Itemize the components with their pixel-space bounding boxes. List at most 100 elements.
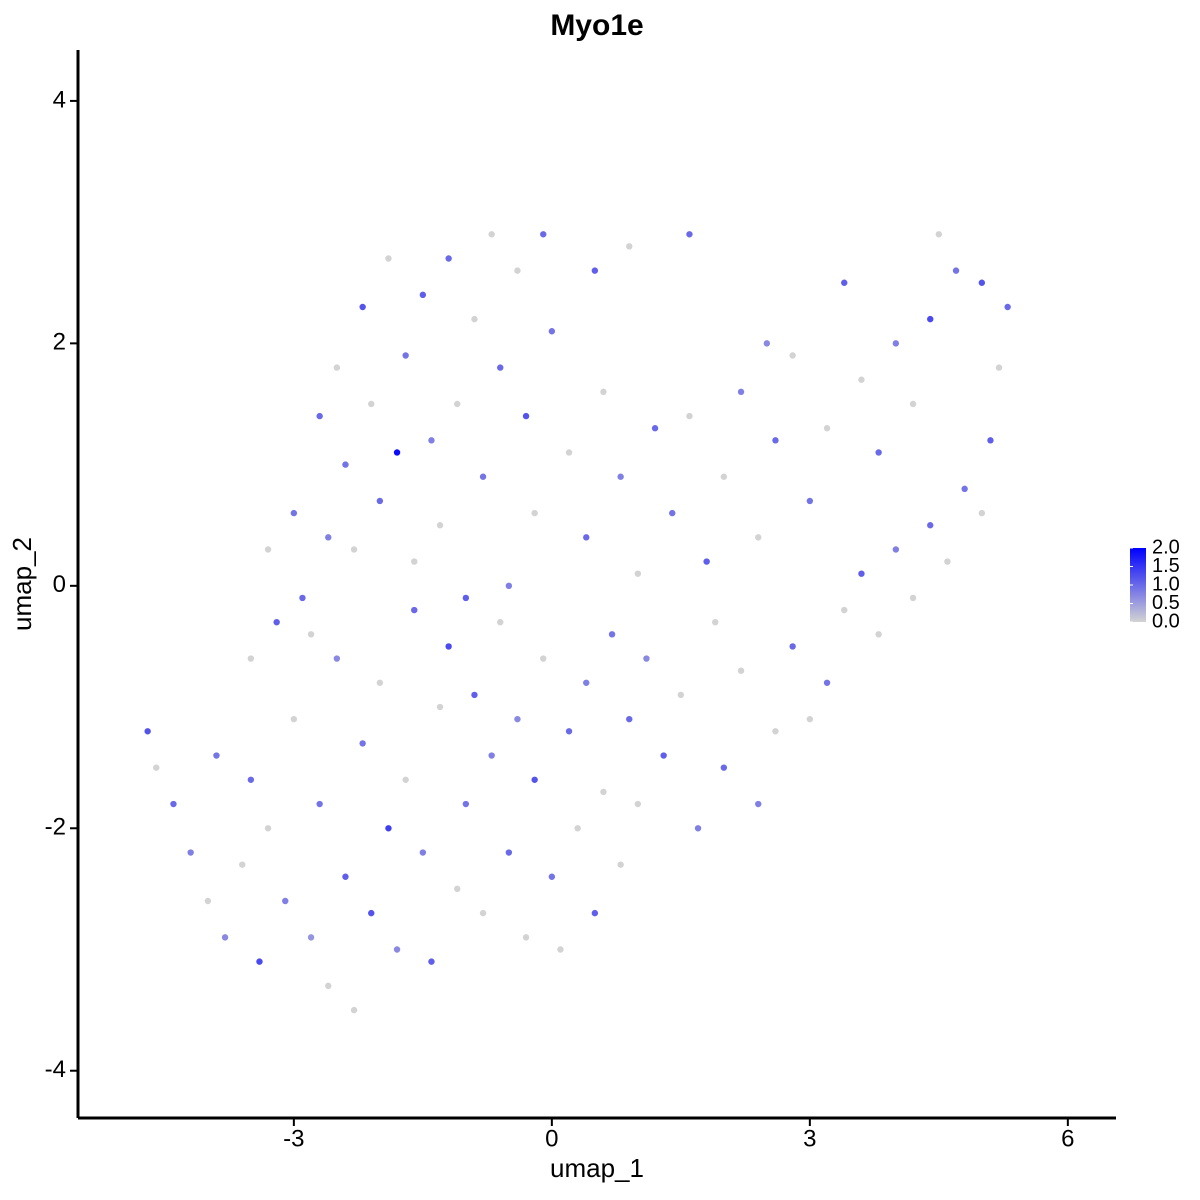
x-tick-label: 3: [803, 1125, 816, 1152]
point: [531, 509, 538, 517]
point: [419, 291, 427, 299]
point: [333, 655, 341, 662]
colorbar-label: 2.0: [1152, 536, 1180, 558]
point: [264, 546, 272, 553]
x-tick-label: -3: [283, 1125, 304, 1152]
x-axis-title: umap_1: [550, 1153, 644, 1183]
point: [935, 231, 943, 238]
point: [634, 800, 642, 808]
colorbar-label: 0.5: [1152, 592, 1180, 614]
point: [411, 606, 418, 614]
point: [333, 364, 341, 371]
point: [428, 437, 435, 444]
point: [677, 691, 685, 699]
point: [565, 728, 573, 735]
y-axis-title: umap_2: [7, 537, 37, 631]
y-tick-label: 4: [53, 86, 66, 113]
point: [454, 885, 461, 893]
chart-title: Myo1e: [550, 9, 643, 42]
point: [927, 522, 934, 529]
point: [978, 279, 986, 286]
point: [875, 631, 882, 638]
point: [737, 667, 745, 674]
point: [557, 946, 564, 953]
point: [385, 255, 392, 262]
point: [540, 655, 547, 662]
point: [952, 267, 960, 274]
point: [488, 752, 495, 759]
colorbar-label: 1.0: [1152, 573, 1180, 595]
point: [350, 546, 358, 553]
point: [144, 728, 151, 735]
point: [239, 861, 246, 868]
point: [505, 849, 513, 856]
point: [316, 800, 323, 808]
point: [583, 679, 590, 686]
x-tick-label: 0: [545, 1125, 558, 1152]
point: [565, 449, 573, 456]
point: [454, 400, 461, 408]
point: [763, 340, 771, 347]
point: [686, 231, 693, 238]
point: [703, 558, 710, 565]
point: [299, 594, 306, 602]
point: [686, 412, 693, 420]
point: [428, 958, 435, 965]
point: [247, 776, 255, 783]
point: [325, 982, 332, 990]
point: [264, 825, 272, 832]
point: [153, 764, 160, 771]
point: [617, 861, 624, 868]
point: [548, 873, 556, 880]
point: [823, 425, 831, 432]
point: [471, 315, 478, 323]
y-tick-label: -2: [45, 814, 66, 841]
point: [376, 497, 384, 505]
point: [927, 315, 934, 323]
point: [531, 776, 538, 783]
point: [497, 618, 504, 626]
point: [995, 364, 1003, 371]
y-tick-label: 0: [53, 571, 66, 598]
point: [316, 412, 323, 420]
point: [841, 606, 848, 614]
point: [591, 909, 599, 917]
point: [987, 437, 994, 444]
point: [892, 340, 900, 347]
point: [402, 776, 409, 783]
point: [522, 934, 530, 941]
point: [755, 534, 762, 541]
point: [368, 909, 375, 917]
point: [273, 618, 280, 626]
point: [419, 849, 427, 856]
point: [170, 800, 177, 808]
x-tick-label: 6: [1061, 1125, 1074, 1152]
point: [436, 522, 444, 529]
point: [505, 582, 513, 590]
point: [488, 231, 495, 238]
point: [411, 558, 418, 565]
point: [574, 825, 581, 832]
point: [660, 752, 667, 759]
point: [359, 303, 366, 311]
colorbar: [1130, 548, 1146, 622]
point: [514, 267, 521, 274]
point: [445, 643, 452, 650]
colorbar-label: 1.5: [1152, 555, 1180, 577]
point: [626, 715, 633, 723]
point: [600, 388, 607, 396]
point: [393, 449, 401, 456]
point: [634, 570, 642, 577]
point: [643, 655, 650, 662]
point: [841, 279, 848, 286]
point: [737, 388, 745, 396]
point: [342, 873, 349, 880]
point: [522, 412, 530, 420]
point: [307, 631, 315, 638]
point: [514, 715, 521, 723]
point: [858, 570, 865, 577]
point: [187, 849, 194, 856]
point: [350, 1006, 358, 1014]
point: [359, 740, 366, 747]
point: [669, 509, 676, 517]
